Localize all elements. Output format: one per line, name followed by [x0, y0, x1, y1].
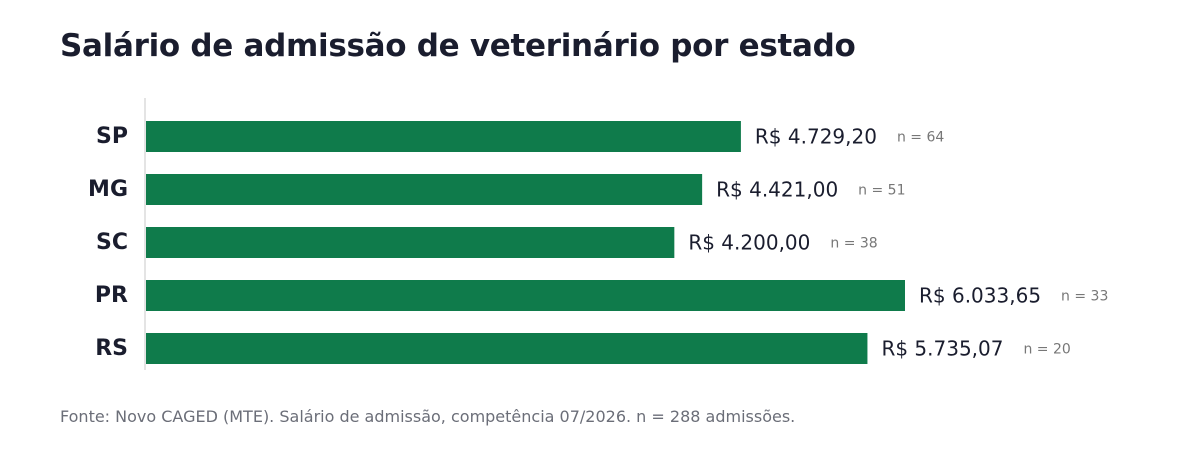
n-label-sc: n = 38: [830, 236, 877, 252]
category-label-sp: SP: [96, 124, 128, 149]
source-note: Fonte: Novo CAGED (MTE). Salário de admi…: [60, 407, 796, 426]
value-label-pr: R$ 6.033,65: [919, 284, 1041, 308]
n-label-pr: n = 33: [1061, 289, 1108, 305]
category-label-sc: SC: [96, 230, 128, 255]
category-label-mg: MG: [88, 177, 128, 202]
bar-sc: [146, 227, 675, 258]
n-label-mg: n = 51: [858, 183, 905, 199]
value-label-sc: R$ 4.200,00: [688, 231, 810, 255]
bars-group: SP R$ 4.729,20 n = 64 MG R$ 4.421,00 n = 51 SC…: [88, 121, 1108, 364]
value-label-sp: R$ 4.729,20: [755, 125, 877, 149]
chart-title: Salário de admissão de veterinário por e…: [60, 28, 856, 64]
category-label-rs: RS: [95, 336, 128, 361]
bar-sp: [146, 121, 741, 152]
value-label-mg: R$ 4.421,00: [716, 178, 838, 202]
bar-mg: [146, 174, 703, 205]
category-label-pr: PR: [95, 283, 128, 308]
n-label-rs: n = 20: [1023, 342, 1070, 358]
bar-rs: [146, 333, 868, 364]
n-label-sp: n = 64: [897, 130, 944, 146]
value-label-rs: R$ 5.735,07: [881, 337, 1003, 361]
bar-pr: [146, 280, 905, 311]
